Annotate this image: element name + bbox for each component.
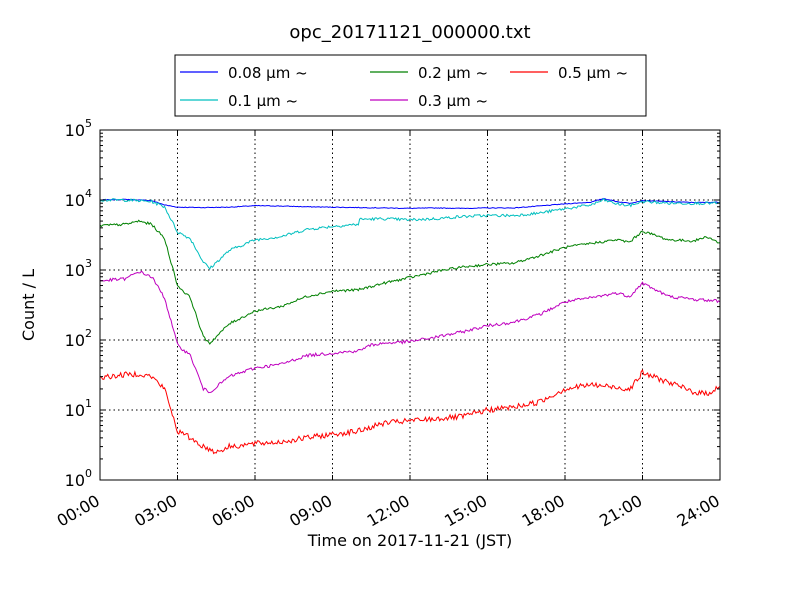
legend-label: 0.08 μm ~ bbox=[228, 64, 308, 82]
legend-box bbox=[174, 54, 647, 117]
y-tick-label: 101 bbox=[65, 397, 92, 420]
legend-label: 0.2 μm ~ bbox=[418, 64, 488, 82]
grid bbox=[100, 130, 720, 480]
x-axis-label: Time on 2017-11-21 (JST) bbox=[307, 531, 512, 550]
x-tick-label: 24:00 bbox=[674, 491, 723, 531]
series-line bbox=[99, 198, 721, 210]
y-axis-label: Count / L bbox=[19, 269, 38, 341]
x-tick-label: 12:00 bbox=[364, 491, 413, 531]
legend-label: 0.5 μm ~ bbox=[558, 64, 628, 82]
series-lines bbox=[99, 197, 721, 455]
series-line bbox=[99, 368, 721, 455]
y-tick-label: 104 bbox=[65, 187, 92, 210]
x-tick-label: 00:00 bbox=[54, 491, 103, 531]
legend-label: 0.1 μm ~ bbox=[228, 92, 298, 110]
series-line bbox=[99, 270, 721, 394]
series-line bbox=[99, 219, 721, 345]
y-tick-label: 100 bbox=[65, 467, 92, 490]
chart-title: opc_20171121_000000.txt bbox=[289, 22, 530, 43]
x-tick-label: 06:00 bbox=[209, 491, 258, 531]
x-tick-label: 15:00 bbox=[441, 491, 490, 531]
x-tick-label: 18:00 bbox=[519, 491, 568, 531]
legend: 0.08 μm ~ 0.1 μm ~ 0.2 μm ~ 0.3 μm ~ 0.5 μm … bbox=[174, 54, 647, 117]
y-tick-label: 102 bbox=[65, 327, 92, 350]
y-tick-label: 105 bbox=[65, 117, 92, 140]
legend-label: 0.3 μm ~ bbox=[418, 92, 488, 110]
ticks bbox=[99, 129, 721, 481]
x-tick-label: 09:00 bbox=[286, 491, 335, 531]
series-line bbox=[99, 197, 721, 271]
x-tick-label: 03:00 bbox=[131, 491, 180, 531]
y-tick-label: 103 bbox=[65, 257, 92, 280]
x-tick-label: 21:00 bbox=[596, 491, 645, 531]
